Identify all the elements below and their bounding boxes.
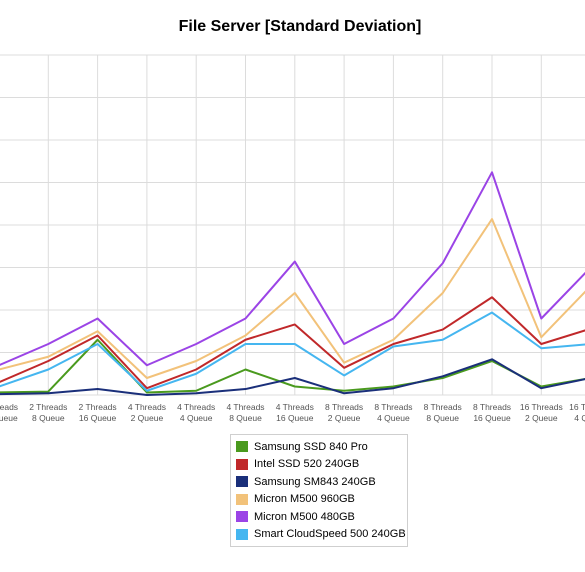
x-tick-label: 16 Queue <box>473 413 511 423</box>
x-tick-label: 4 Threads <box>177 402 215 412</box>
legend-item: Micron M500 480GB <box>236 508 407 526</box>
x-tick-label: 16 Queue <box>79 413 117 423</box>
series-line-4 <box>0 218 585 379</box>
legend-item: Smart CloudSpeed 500 240GB <box>236 526 407 544</box>
x-tick-label: 8 Threads <box>473 402 511 412</box>
x-tick-label: 8 Threads <box>325 402 363 412</box>
legend-label: Samsung SM843 240GB <box>254 475 376 488</box>
x-tick-label: 4 Threads <box>226 402 264 412</box>
legend-swatch <box>236 493 248 505</box>
series-line-5 <box>0 171 585 367</box>
x-tick-label: 8 Queue <box>229 413 262 423</box>
x-tick-label: 8 Threads <box>374 402 412 412</box>
legend-label: Samsung SSD 840 Pro <box>254 440 368 453</box>
x-tick-label: 4 Threads <box>128 402 166 412</box>
chart-title: File Server [Standard Deviation] <box>178 18 422 35</box>
legend-item: Intel SSD 520 240GB <box>236 456 407 474</box>
legend-label: Micron M500 960GB <box>254 493 355 506</box>
legend: Samsung SSD 840 Pro Intel SSD 520 240GB Sa… <box>230 434 408 547</box>
x-tick-label: 2 Queue <box>328 413 361 423</box>
series-line-2 <box>0 296 585 390</box>
legend-swatch <box>236 476 248 488</box>
x-tick-label: 8 Threads <box>424 402 462 412</box>
x-tick-label: 4 Queue <box>377 413 410 423</box>
series-lines <box>0 171 585 396</box>
legend-item: Micron M500 960GB <box>236 491 407 509</box>
x-tick-label: 1 Threads <box>0 402 18 412</box>
legend-item: Samsung SSD 840 Pro <box>236 438 407 456</box>
x-tick-label: 8 Queue <box>426 413 459 423</box>
series-line-1 <box>0 338 585 394</box>
legend-swatch <box>236 511 248 523</box>
legend-swatch <box>236 528 248 540</box>
x-tick-label: 16 Queue <box>0 413 18 423</box>
x-tick-label: 2 Queue <box>131 413 164 423</box>
series-line-6 <box>0 311 585 392</box>
x-tick-label: 16 Threads <box>569 402 585 412</box>
legend-swatch <box>236 441 248 453</box>
legend-label: Micron M500 480GB <box>254 510 355 523</box>
x-tick-label: 4 Queue <box>180 413 213 423</box>
x-tick-label: 16 Queue <box>276 413 314 423</box>
x-tick-label: 4 Threads <box>276 402 314 412</box>
x-tick-label: 2 Threads <box>29 402 67 412</box>
x-tick-label: 8 Queue <box>32 413 65 423</box>
x-tick-label: 2 Queue <box>525 413 558 423</box>
x-tick-label: 4 Queue <box>574 413 585 423</box>
x-tick-label: 2 Threads <box>79 402 117 412</box>
legend-item: Samsung SM843 240GB <box>236 473 407 491</box>
series-line-3 <box>0 358 585 396</box>
x-tick-label: 16 Threads <box>520 402 563 412</box>
legend-swatch <box>236 458 248 470</box>
legend-label: Smart CloudSpeed 500 240GB <box>254 528 406 541</box>
legend-label: Intel SSD 520 240GB <box>254 458 360 471</box>
